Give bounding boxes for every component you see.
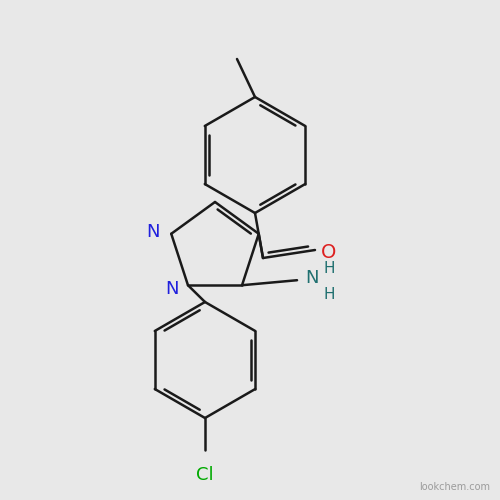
Text: lookchem.com: lookchem.com xyxy=(419,482,490,492)
Text: N: N xyxy=(165,280,178,298)
Text: N: N xyxy=(305,269,318,287)
Text: Cl: Cl xyxy=(196,466,214,484)
Text: H: H xyxy=(323,286,334,302)
Text: N: N xyxy=(146,223,160,241)
Text: H: H xyxy=(323,260,334,276)
Text: O: O xyxy=(322,242,336,262)
